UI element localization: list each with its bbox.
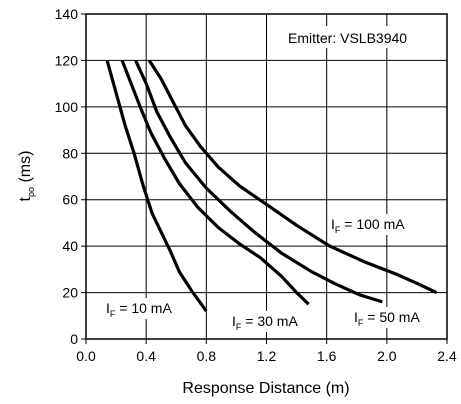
y-tick-label: 0 xyxy=(70,331,78,347)
y-tick-label: 40 xyxy=(62,238,78,254)
y-tick-label: 140 xyxy=(55,6,79,22)
series-label-text: IF = 100 mA xyxy=(331,216,405,235)
series-label-background xyxy=(328,214,424,235)
y-tick-labels: 0 20 40 60 80 100 120 140 xyxy=(55,6,86,347)
x-tick-label: 0.0 xyxy=(76,348,96,364)
series-labels: IF = 10 mA IF = 30 mA IF = 50 mA IF = 100 m… xyxy=(103,214,435,332)
x-tick-label: 2.0 xyxy=(377,348,397,364)
series-line-1 xyxy=(105,59,208,313)
annotation-text: Emitter: VSLB3940 xyxy=(288,30,407,46)
grid xyxy=(86,14,447,339)
series-line-4 xyxy=(147,59,438,295)
x-tick-label: 0.4 xyxy=(136,348,156,364)
series-line-3 xyxy=(134,59,383,304)
series-label-text: IF = 30 mA xyxy=(232,313,298,332)
series-label-text: IF = 50 mA xyxy=(354,309,420,328)
x-tick-labels: 0.0 0.4 0.8 1.2 1.6 2.0 2.4 xyxy=(76,339,457,364)
series-label-1: IF = 10 mA xyxy=(103,298,187,319)
series-label-text: IF = 10 mA xyxy=(106,300,172,319)
y-tick-label: 120 xyxy=(55,52,79,68)
series-label-background xyxy=(229,311,313,332)
series-lines xyxy=(105,59,438,313)
annotation-background xyxy=(283,26,431,48)
y-axis-label-unit: (ms) xyxy=(17,151,34,187)
y-axis-label-main: t xyxy=(17,196,34,201)
x-tick-label: 1.2 xyxy=(257,348,277,364)
y-tick-label: 20 xyxy=(62,285,78,301)
x-tick-label: 2.4 xyxy=(437,348,457,364)
series-label-background xyxy=(103,298,187,319)
y-axis-label: tpo (ms) xyxy=(17,151,36,202)
series-line-2 xyxy=(120,59,310,306)
y-tick-label: 100 xyxy=(55,99,79,115)
x-axis-label: Response Distance (m) xyxy=(182,380,349,397)
x-tick-label: 1.6 xyxy=(317,348,337,364)
series-label-4: IF = 100 mA xyxy=(328,214,424,235)
y-axis-label-sub: po xyxy=(26,187,36,197)
x-tick-label: 0.8 xyxy=(197,348,217,364)
series-label-3: IF = 50 mA xyxy=(351,307,435,328)
y-tick-label: 80 xyxy=(62,145,78,161)
series-label-background xyxy=(351,307,435,328)
series-label-2: IF = 30 mA xyxy=(229,311,313,332)
emitter-annotation: Emitter: VSLB3940 xyxy=(283,26,431,48)
y-tick-label: 60 xyxy=(62,192,78,208)
